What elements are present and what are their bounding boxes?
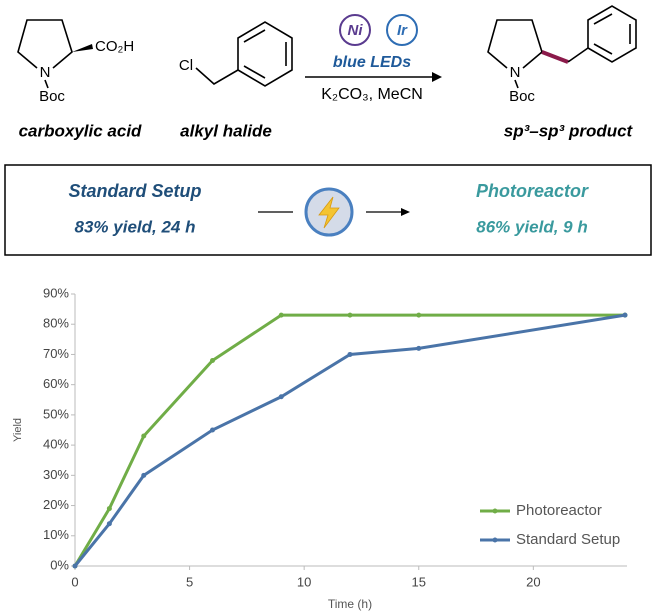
y-tick-label: 0% [50, 557, 69, 572]
halide-structure [195, 21, 293, 87]
product-structure [487, 5, 637, 89]
lightning-icon [318, 196, 340, 229]
x-axis-title: Time (h) [328, 597, 372, 611]
acid-structure [17, 19, 93, 89]
legend-marker [492, 537, 498, 543]
data-point [347, 351, 353, 357]
catalyst: Ir [397, 22, 408, 39]
chart: Yield Time (h) 0% 10% 20% 30% 40% 50% 60% 70% 80… [12, 285, 628, 611]
catalyst-circle [386, 14, 418, 46]
y-tick-label: 30% [43, 467, 69, 482]
data-point [347, 312, 353, 318]
data-point [141, 472, 147, 478]
legend-marker [492, 508, 498, 514]
atom-label: Boc [509, 88, 535, 105]
atom-label: CO₂H [95, 38, 134, 55]
atom-label: N [40, 64, 51, 81]
setup-title: Standard Setup [68, 181, 201, 201]
legend-label: Photoreactor [516, 502, 602, 519]
setup-result: 86% yield, 9 h [476, 217, 588, 236]
x-tick-label: 5 [186, 574, 193, 589]
data-point [416, 345, 422, 351]
catalyst: Ni [348, 22, 364, 39]
data-point [416, 312, 422, 318]
data-point [106, 521, 112, 527]
y-tick-label: 70% [43, 346, 69, 361]
compound-label: sp³–sp³ product [504, 121, 634, 140]
data-point [278, 312, 284, 318]
data-point [622, 312, 628, 318]
x-tick-label: 20 [526, 574, 540, 589]
y-tick-label: 90% [43, 285, 69, 300]
y-tick-label: 60% [43, 376, 69, 391]
data-point [210, 427, 215, 433]
y-tick-label: 20% [43, 497, 69, 512]
series-line [73, 313, 625, 567]
data-point [210, 357, 215, 363]
data-point [141, 433, 147, 439]
conditions: K₂CO₃, MeCN [321, 86, 423, 103]
x-tick-label: 0 [71, 574, 78, 589]
light-source: blue LEDs [333, 54, 411, 71]
data-point [106, 506, 112, 512]
y-tick-label: 40% [43, 437, 69, 452]
setup-title: Photoreactor [476, 181, 589, 201]
arrow-head [432, 72, 442, 82]
compound-label: carboxylic acid [19, 121, 142, 140]
atom-label: Boc [39, 88, 65, 105]
y-tick-label: 50% [43, 406, 69, 421]
data-point [72, 563, 78, 569]
y-axis-title: Yield [12, 418, 24, 442]
legend-label: Standard Setup [516, 531, 620, 548]
atom-label: Cl [179, 57, 193, 74]
setup-result: 83% yield, 24 h [75, 217, 196, 236]
y-tick-label: 80% [43, 316, 69, 331]
arrow-head [401, 208, 410, 216]
catalyst-circle [339, 14, 371, 46]
x-tick-label: 10 [297, 574, 311, 589]
series-line [73, 313, 626, 567]
compound-label: alkyl halide [180, 121, 272, 140]
data-point [278, 394, 284, 400]
y-tick-label: 10% [43, 527, 69, 542]
atom-label: N [510, 64, 521, 81]
x-tick-label: 15 [412, 574, 426, 589]
